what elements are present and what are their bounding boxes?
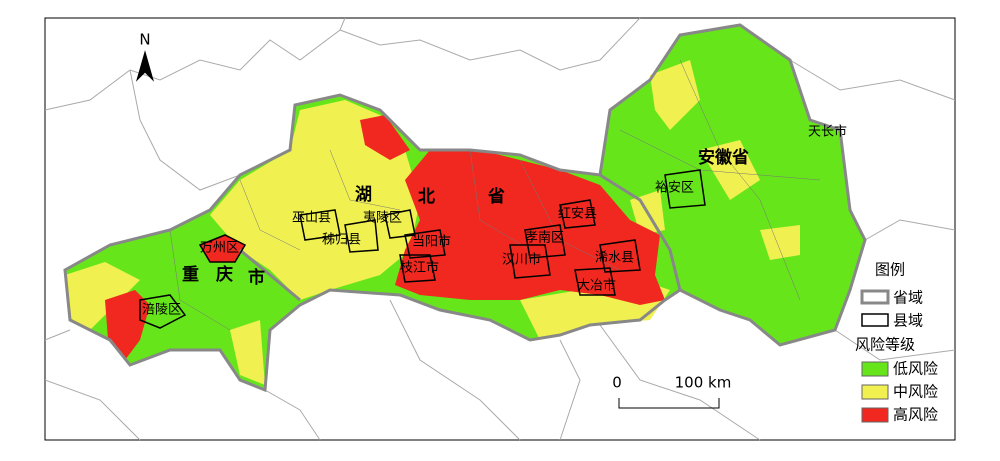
county-label: 万州区 xyxy=(200,241,239,256)
province-label: 市 xyxy=(248,267,265,288)
legend-province-symbol xyxy=(860,289,890,305)
county-label: 红安县 xyxy=(558,206,597,222)
county-label: 孝南区 xyxy=(525,230,564,246)
high-risk-area xyxy=(105,115,410,360)
province-label: 北 xyxy=(418,187,435,207)
north-arrow: N xyxy=(135,31,155,82)
legend-label: 省域 xyxy=(893,289,923,307)
legend-label: 高风险 xyxy=(893,406,938,424)
legend-title: 图例 xyxy=(875,261,905,279)
county-label: 浠水县 xyxy=(595,251,634,266)
province-label: 省 xyxy=(487,186,505,207)
province-label: 庆 xyxy=(216,264,233,285)
legend-label: 县域 xyxy=(893,312,923,330)
county-label: 天长市 xyxy=(808,124,847,140)
province-label: 安徽省 xyxy=(698,147,749,168)
legend-subtitle: 风险等级 xyxy=(855,336,915,354)
county-label: 秭归县 xyxy=(322,233,361,248)
county-label: 涪陵区 xyxy=(142,303,181,318)
risk-regions xyxy=(63,23,867,393)
legend-county-symbol xyxy=(861,313,889,327)
background-boundaries xyxy=(44,17,956,441)
north-label: N xyxy=(139,31,150,49)
province-label: 重 xyxy=(182,264,199,285)
province-label: 湖 xyxy=(355,185,372,205)
scale-label: 100 km xyxy=(675,374,732,392)
county-label: 夷陵区 xyxy=(363,210,402,226)
scale-bar: 0 100 km xyxy=(612,374,731,409)
scale-bar-line xyxy=(618,398,720,409)
county-label: 裕安区 xyxy=(655,181,694,196)
north-arrow-icon xyxy=(135,50,155,82)
place-labels: 湖 北 省 重 庆 市 安徽省 天长市 裕安区 巫山县 夷陵区 秭归县 当阳市 … xyxy=(142,124,847,318)
high-risk-area xyxy=(395,150,665,305)
county-label: 枝江市 xyxy=(400,260,439,276)
county-label: 大冶市 xyxy=(577,278,616,294)
scale-label: 0 xyxy=(612,374,622,392)
legend-label: 低风险 xyxy=(893,360,938,378)
medium-risk-area xyxy=(65,262,140,330)
county-label: 当阳市 xyxy=(412,234,451,250)
legend-label: 中风险 xyxy=(893,383,938,401)
county-label: 巫山县 xyxy=(292,211,331,226)
county-label: 汉川市 xyxy=(502,252,541,268)
legend-swatch xyxy=(861,407,889,423)
legend-swatch xyxy=(861,361,889,377)
legend-swatch xyxy=(861,384,889,400)
